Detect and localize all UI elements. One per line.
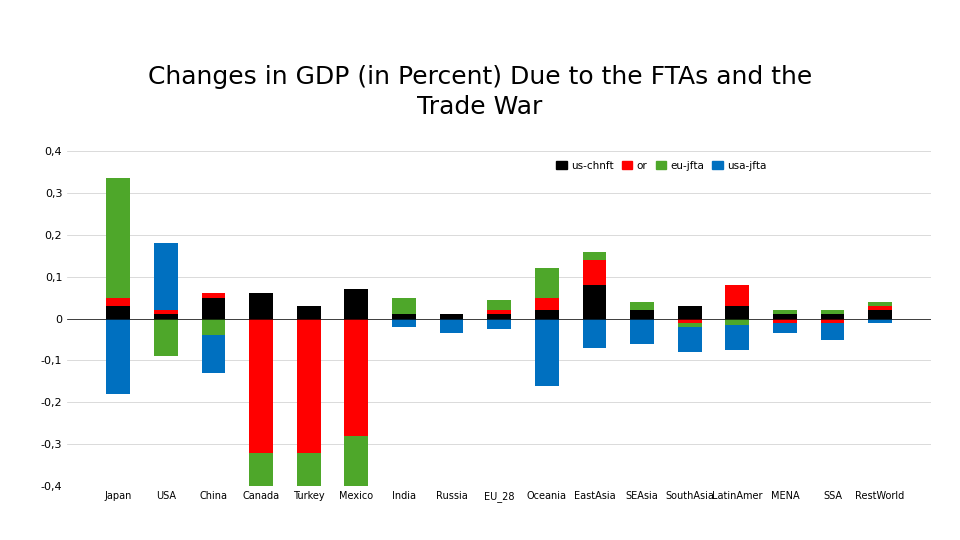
Bar (440, 314, 464, 319)
Bar (868, 302, 892, 306)
Bar (868, 319, 892, 323)
Bar (726, 306, 749, 319)
Bar (154, 319, 178, 356)
Bar (250, 294, 273, 319)
Bar (154, 243, 178, 310)
Bar (726, 285, 749, 306)
Bar (297, 507, 321, 540)
Bar (488, 319, 511, 329)
Bar (821, 319, 845, 323)
Bar (392, 314, 416, 319)
Bar (583, 285, 607, 319)
Bar (773, 310, 797, 314)
Bar (107, 178, 131, 298)
Bar (154, 314, 178, 319)
Bar (154, 310, 178, 314)
Bar (678, 327, 702, 352)
Bar (107, 298, 131, 306)
Bar (345, 289, 369, 319)
Bar (821, 310, 845, 314)
Bar (392, 298, 416, 314)
Bar (345, 319, 369, 436)
Bar (297, 319, 321, 453)
Bar (868, 310, 892, 319)
Bar (678, 319, 702, 323)
Bar (250, 453, 273, 536)
Bar (202, 294, 226, 298)
Bar (773, 323, 797, 333)
Bar (345, 436, 369, 490)
Bar (440, 319, 464, 333)
Bar (821, 323, 845, 340)
Bar (202, 335, 226, 373)
Bar (202, 319, 226, 335)
Bar (535, 268, 559, 298)
Bar (678, 306, 702, 319)
Legend: us-chnft, or, eu-jfta, usa-jfta: us-chnft, or, eu-jfta, usa-jfta (552, 157, 771, 175)
Bar (630, 310, 654, 319)
Bar (583, 260, 607, 285)
Bar (488, 300, 511, 310)
Bar (773, 314, 797, 319)
Bar (202, 298, 226, 319)
Bar (773, 319, 797, 323)
Bar (678, 323, 702, 327)
Bar (535, 310, 559, 319)
Bar (297, 453, 321, 507)
Bar (630, 302, 654, 310)
Bar (107, 306, 131, 319)
Bar (107, 319, 131, 394)
Bar (535, 298, 559, 310)
Bar (630, 319, 654, 344)
Bar (868, 306, 892, 310)
Bar (583, 319, 607, 348)
Bar (345, 490, 369, 540)
Bar (535, 319, 559, 386)
Text: Changes in GDP (in Percent) Due to the FTAs and the
Trade War: Changes in GDP (in Percent) Due to the F… (148, 65, 812, 118)
Bar (392, 319, 416, 327)
Bar (726, 325, 749, 350)
Bar (821, 314, 845, 319)
Bar (250, 536, 273, 540)
Bar (488, 310, 511, 314)
Bar (726, 319, 749, 325)
Bar (250, 319, 273, 453)
Bar (488, 314, 511, 319)
Bar (583, 252, 607, 260)
Bar (297, 306, 321, 319)
